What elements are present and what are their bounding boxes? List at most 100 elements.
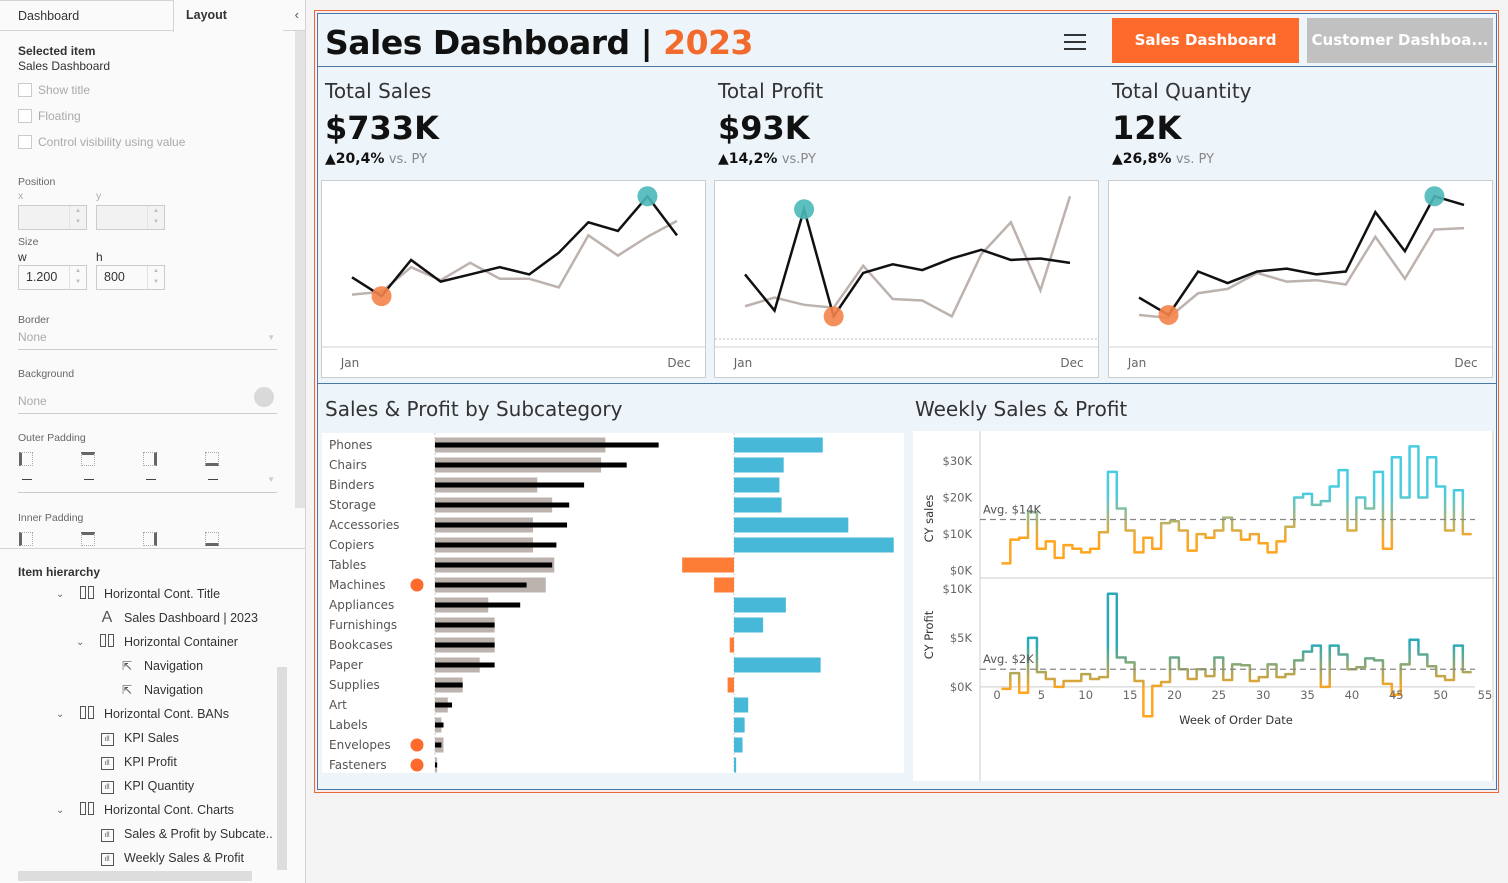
chevron-down-icon[interactable]: ⌄ bbox=[56, 804, 65, 816]
padding-value-right[interactable] bbox=[146, 479, 156, 480]
worksheet-icon: ıll bbox=[98, 778, 116, 794]
show-title-checkbox[interactable]: Show title bbox=[18, 82, 90, 98]
inner-padding-bottom-icon[interactable] bbox=[205, 532, 219, 546]
average-label: Avg. $2K bbox=[983, 652, 1034, 666]
width-input[interactable]: 1.200 ▲ ▼ bbox=[18, 265, 87, 290]
hierarchy-vertical-scrollbar[interactable] bbox=[277, 667, 287, 870]
current-year-sales-bar bbox=[435, 742, 442, 748]
kpi-value: $733K bbox=[325, 109, 439, 147]
hierarchy-item[interactable]: ıll Sales & Profit by Subcate.. bbox=[76, 824, 273, 844]
checkbox-box[interactable] bbox=[18, 135, 32, 149]
dropdown-arrow-icon: ▼ bbox=[267, 475, 275, 484]
hierarchy-item-label: KPI Sales bbox=[124, 731, 179, 745]
profit-bar bbox=[734, 517, 849, 533]
hierarchy-item[interactable]: ⇱ Navigation bbox=[96, 680, 203, 700]
hierarchy-horizontal-scrollbar[interactable] bbox=[18, 871, 252, 881]
inner-padding-label: Inner Padding bbox=[18, 512, 84, 524]
spinner-icon[interactable]: ▲ ▼ bbox=[147, 206, 164, 229]
padding-value-left[interactable] bbox=[22, 479, 32, 480]
title-year: 2023 bbox=[663, 23, 754, 62]
hierarchy-item[interactable]: ıll Weekly Sales & Profit bbox=[76, 848, 244, 868]
padding-right-icon[interactable] bbox=[143, 452, 157, 466]
x-tick-label: Jan bbox=[733, 356, 753, 370]
current-year-sales-bar bbox=[435, 522, 568, 528]
chevron-down-icon[interactable]: ⌄ bbox=[56, 708, 65, 720]
inner-padding-left-icon[interactable] bbox=[19, 532, 33, 546]
x-tick-label: 35 bbox=[1300, 688, 1315, 702]
hierarchy-item[interactable]: ⌄ Horizontal Cont. Title bbox=[56, 584, 220, 604]
inner-padding-top-icon[interactable] bbox=[81, 532, 95, 546]
spinner-icon[interactable]: ▲ ▼ bbox=[147, 266, 164, 289]
panel-scrollbar[interactable] bbox=[295, 31, 305, 508]
quantity-sparkline[interactable]: Jan Dec bbox=[1108, 180, 1493, 378]
outer-padding-label: Outer Padding bbox=[18, 432, 86, 444]
nav-sales-dashboard-button[interactable]: Sales Dashboard bbox=[1112, 18, 1299, 63]
position-y-input[interactable]: ▲ ▼ bbox=[96, 205, 165, 230]
profit-bar bbox=[682, 557, 734, 573]
x-tick-label: Jan bbox=[1127, 356, 1147, 370]
category-label: Storage bbox=[329, 498, 376, 512]
chevron-left-icon[interactable]: ‹ bbox=[294, 7, 299, 22]
chevron-down-icon[interactable]: ⌄ bbox=[76, 636, 85, 648]
border-dropdown[interactable]: None ▼ bbox=[18, 330, 277, 350]
background-dropdown[interactable]: None bbox=[18, 394, 277, 414]
x-axis-label: Week of Order Date bbox=[1179, 713, 1293, 727]
hierarchy-item[interactable]: ıll KPI Quantity bbox=[76, 776, 194, 796]
checkbox-box[interactable] bbox=[18, 109, 32, 123]
chevron-down-icon[interactable]: ⌄ bbox=[56, 588, 65, 600]
position-x-input[interactable]: ▲ ▼ bbox=[18, 205, 87, 230]
hierarchy-item[interactable]: ⌄ Horizontal Container bbox=[76, 632, 238, 652]
padding-value-bottom[interactable] bbox=[208, 479, 218, 480]
y-tick-label: $10K bbox=[943, 527, 973, 541]
kpi-sales: Total Sales $733K ▲20,4% vs. PY Jan Dec bbox=[318, 67, 711, 386]
spinner-icon[interactable]: ▲ ▼ bbox=[69, 206, 86, 229]
y-tick-label: $30K bbox=[943, 454, 973, 468]
padding-bottom-icon[interactable] bbox=[205, 452, 219, 466]
sales-sparkline[interactable]: Jan Dec bbox=[321, 180, 706, 378]
tab-layout[interactable]: Layout bbox=[173, 0, 283, 32]
item-hierarchy-label: Item hierarchy bbox=[18, 565, 101, 579]
hamburger-menu-icon[interactable] bbox=[1064, 34, 1086, 50]
min-point-marker bbox=[1158, 304, 1179, 325]
border-label: Border bbox=[18, 314, 50, 326]
checkbox-label: Show title bbox=[38, 83, 91, 97]
flag-dot-icon bbox=[410, 578, 424, 592]
current-year-sales-bar bbox=[435, 682, 463, 688]
kpi-delta: ▲20,4% vs. PY bbox=[325, 151, 427, 167]
x-tick-label: 0 bbox=[993, 688, 1000, 702]
h-label: h bbox=[96, 250, 103, 264]
hierarchy-item[interactable]: A Sales Dashboard | 2023 bbox=[76, 608, 258, 628]
current-year-sales-bar bbox=[435, 762, 438, 768]
padding-top-icon[interactable] bbox=[81, 452, 95, 466]
floating-checkbox[interactable]: Floating bbox=[18, 108, 81, 124]
profit-bar bbox=[729, 637, 734, 653]
hierarchy-item-label: Navigation bbox=[144, 659, 204, 673]
tab-dashboard[interactable]: Dashboard bbox=[0, 0, 173, 31]
outer-padding-dropdown[interactable]: ▼ bbox=[18, 472, 277, 493]
hierarchy-item[interactable]: ⌄ Horizontal Cont. BANs bbox=[56, 704, 229, 724]
nav-customer-dashboard-button[interactable]: Customer Dashboa... bbox=[1307, 18, 1493, 63]
hierarchy-item[interactable]: ⇱ Navigation bbox=[96, 656, 203, 676]
checkbox-box[interactable] bbox=[18, 83, 32, 97]
hierarchy-item-label: KPI Profit bbox=[124, 755, 177, 769]
hierarchy-item[interactable]: ıll KPI Sales bbox=[76, 728, 179, 748]
padding-left-icon[interactable] bbox=[19, 452, 33, 466]
padding-value-top[interactable] bbox=[84, 479, 94, 480]
hierarchy-item[interactable]: ⌄ Horizontal Cont. Charts bbox=[56, 800, 234, 820]
hierarchy-item-label: Horizontal Cont. Title bbox=[104, 587, 221, 601]
spinner-icon[interactable]: ▲ ▼ bbox=[69, 266, 86, 289]
navigation-button-icon: ⇱ bbox=[121, 683, 133, 697]
category-label: Furnishings bbox=[329, 618, 397, 632]
background-color-swatch[interactable] bbox=[254, 387, 274, 407]
weekly-step-chart[interactable]: $0K $10K $20K $30K CY sales Avg. $14K $0K $5K $1… bbox=[913, 431, 1495, 781]
height-input[interactable]: 800 ▲ ▼ bbox=[96, 265, 165, 290]
control-visibility-checkbox[interactable]: Control visibility using value bbox=[18, 134, 185, 150]
x-tick-label: 20 bbox=[1167, 688, 1182, 702]
profit-sparkline[interactable]: Jan Dec bbox=[714, 180, 1099, 378]
y-tick-label: $0K bbox=[950, 564, 973, 578]
x-tick-labels: Jan Dec bbox=[340, 356, 691, 370]
hierarchy-item[interactable]: ıll KPI Profit bbox=[76, 752, 177, 772]
subcategory-bar-chart[interactable]: Phones Chairs Binders Storage Accessories Cop… bbox=[322, 433, 904, 773]
inner-padding-right-icon[interactable] bbox=[143, 532, 157, 546]
up-arrow-icon: ▲ bbox=[1112, 151, 1123, 167]
